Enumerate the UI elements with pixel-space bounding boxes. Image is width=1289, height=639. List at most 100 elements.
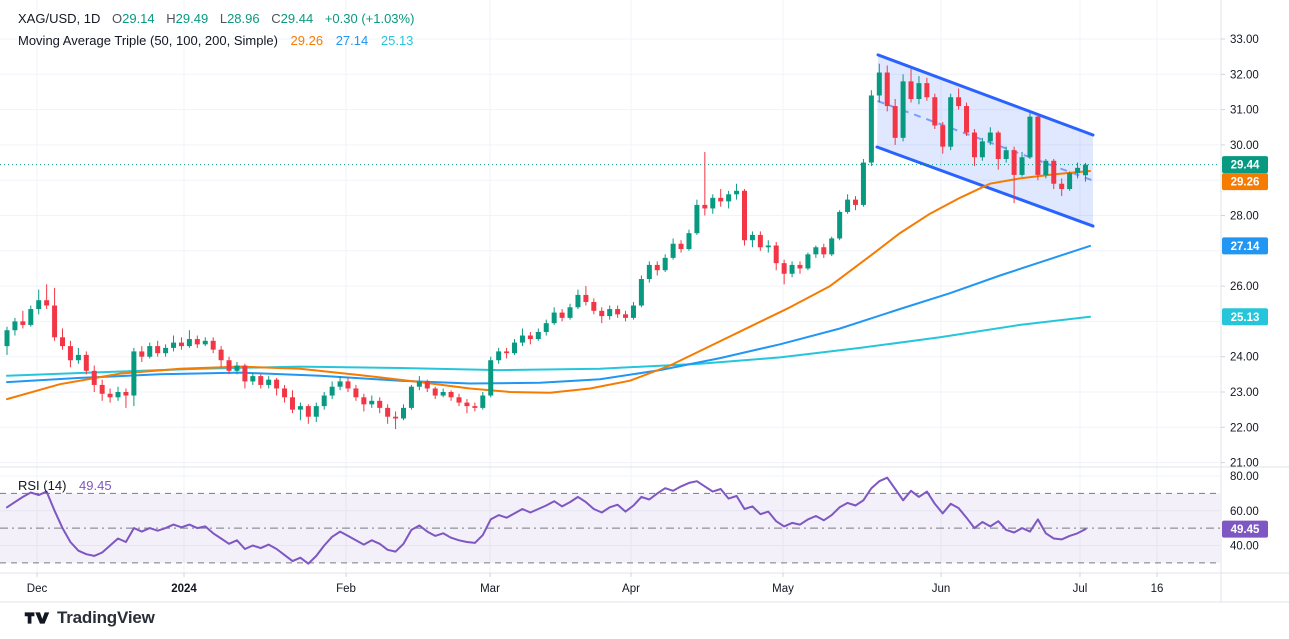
candle-down[interactable] [853,199,859,205]
candle-up[interactable] [860,162,866,205]
candle-up[interactable] [28,309,34,325]
candle-up[interactable] [670,243,676,258]
candle-up[interactable] [321,395,327,407]
candle-up[interactable] [765,245,771,248]
tradingview-logo[interactable]: TradingView [24,608,155,628]
candle-up[interactable] [266,379,272,385]
candle-up[interactable] [297,406,303,410]
candle-down[interactable] [361,397,367,405]
candle-up[interactable] [987,132,993,142]
candle-down[interactable] [559,312,565,318]
candle-down[interactable] [353,388,359,398]
candle-down[interactable] [52,305,58,338]
candle-up[interactable] [115,392,121,398]
candle-up[interactable] [12,321,18,331]
candle-down[interactable] [99,384,105,394]
candle-up[interactable] [337,381,343,387]
candle-down[interactable] [504,351,510,354]
candle-down[interactable] [91,370,97,385]
candle-down[interactable] [956,97,962,107]
candle-down[interactable] [1035,116,1041,175]
candle-up[interactable] [726,194,732,202]
candle-up[interactable] [630,305,636,318]
candle-down[interactable] [448,392,454,398]
candle-up[interactable] [519,335,525,343]
indicator-title-ma[interactable]: Moving Average Triple (50, 100, 200, Sim… [18,33,278,48]
candle-down[interactable] [583,294,589,302]
time-axis[interactable]: Dec 2024 Feb Mar Apr May Jun Jul 16 [0,573,1220,602]
candle-down[interactable] [773,245,779,264]
candle-up[interactable] [488,360,494,396]
candle-down[interactable] [1059,183,1065,190]
candle-up[interactable] [694,204,700,234]
rsi-line[interactable] [6,476,1087,565]
candle-down[interactable] [83,354,89,371]
candle-down[interactable] [797,264,803,269]
candle-up[interactable] [607,309,613,317]
candle-up[interactable] [1027,116,1033,158]
candle-up[interactable] [36,300,42,310]
candle-down[interactable] [456,397,462,403]
sma50-line[interactable] [6,170,1091,401]
candle-down[interactable] [305,406,311,417]
candle-down[interactable] [741,190,747,241]
candle-down[interactable] [139,351,145,357]
candle-down[interactable] [527,335,533,340]
candle-up[interactable] [789,264,795,274]
candle-up[interactable] [131,351,137,396]
candle-down[interactable] [274,379,280,389]
candle-down[interactable] [932,97,938,126]
candle-down[interactable] [393,416,399,419]
candle-up[interactable] [1075,167,1081,174]
candle-down[interactable] [892,106,898,138]
candle-down[interactable] [757,234,763,248]
indicator-title-rsi[interactable]: RSI (14) [18,478,67,493]
candle-down[interactable] [781,263,787,274]
candle-up[interactable] [512,342,518,354]
candle-up[interactable] [749,234,755,241]
candle-down[interactable] [654,264,660,271]
candle-up[interactable] [171,342,177,348]
candle-up[interactable] [163,347,169,354]
candle-up[interactable] [686,233,692,250]
candle-up[interactable] [876,72,882,96]
candle-down[interactable] [123,392,129,396]
candle-up[interactable] [535,331,541,340]
candle-up[interactable] [234,365,240,371]
candle-down[interactable] [432,388,438,396]
symbol-title[interactable]: XAG/USD, 1D [18,11,101,26]
candle-up[interactable] [202,340,208,345]
candle-down[interactable] [591,301,597,311]
candle-down[interactable] [615,309,621,315]
candle-down[interactable] [702,204,708,209]
candle-down[interactable] [20,321,26,325]
candle-up[interactable] [408,386,414,408]
candle-up[interactable] [916,83,922,100]
candle-up[interactable] [1043,160,1049,175]
candle-down[interactable] [1011,150,1017,175]
candle-down[interactable] [155,346,161,354]
candle-up[interactable] [186,339,192,347]
candle-down[interactable] [971,132,977,158]
candle-down[interactable] [678,243,684,250]
candle-up[interactable] [948,97,954,147]
candle-up[interactable] [979,141,985,158]
candle-up[interactable] [837,211,843,239]
candle-down[interactable] [821,247,827,255]
candle-up[interactable] [868,95,874,163]
candle-up[interactable] [710,197,716,209]
candle-down[interactable] [194,339,200,345]
candle-down[interactable] [377,400,383,408]
candle-down[interactable] [424,381,430,389]
candle-down[interactable] [289,397,295,410]
candle-down[interactable] [995,132,1001,160]
price-axis[interactable]: 33.00 32.00 31.00 30.00 28.00 26.00 24.00 23.00… [1221,0,1289,573]
candle-down[interactable] [178,342,184,347]
candle-down[interactable] [258,376,264,385]
candle-up[interactable] [416,381,422,387]
candle-up[interactable] [401,407,406,419]
candle-up[interactable] [313,406,319,417]
candle-up[interactable] [147,346,153,357]
candle-down[interactable] [242,365,248,382]
